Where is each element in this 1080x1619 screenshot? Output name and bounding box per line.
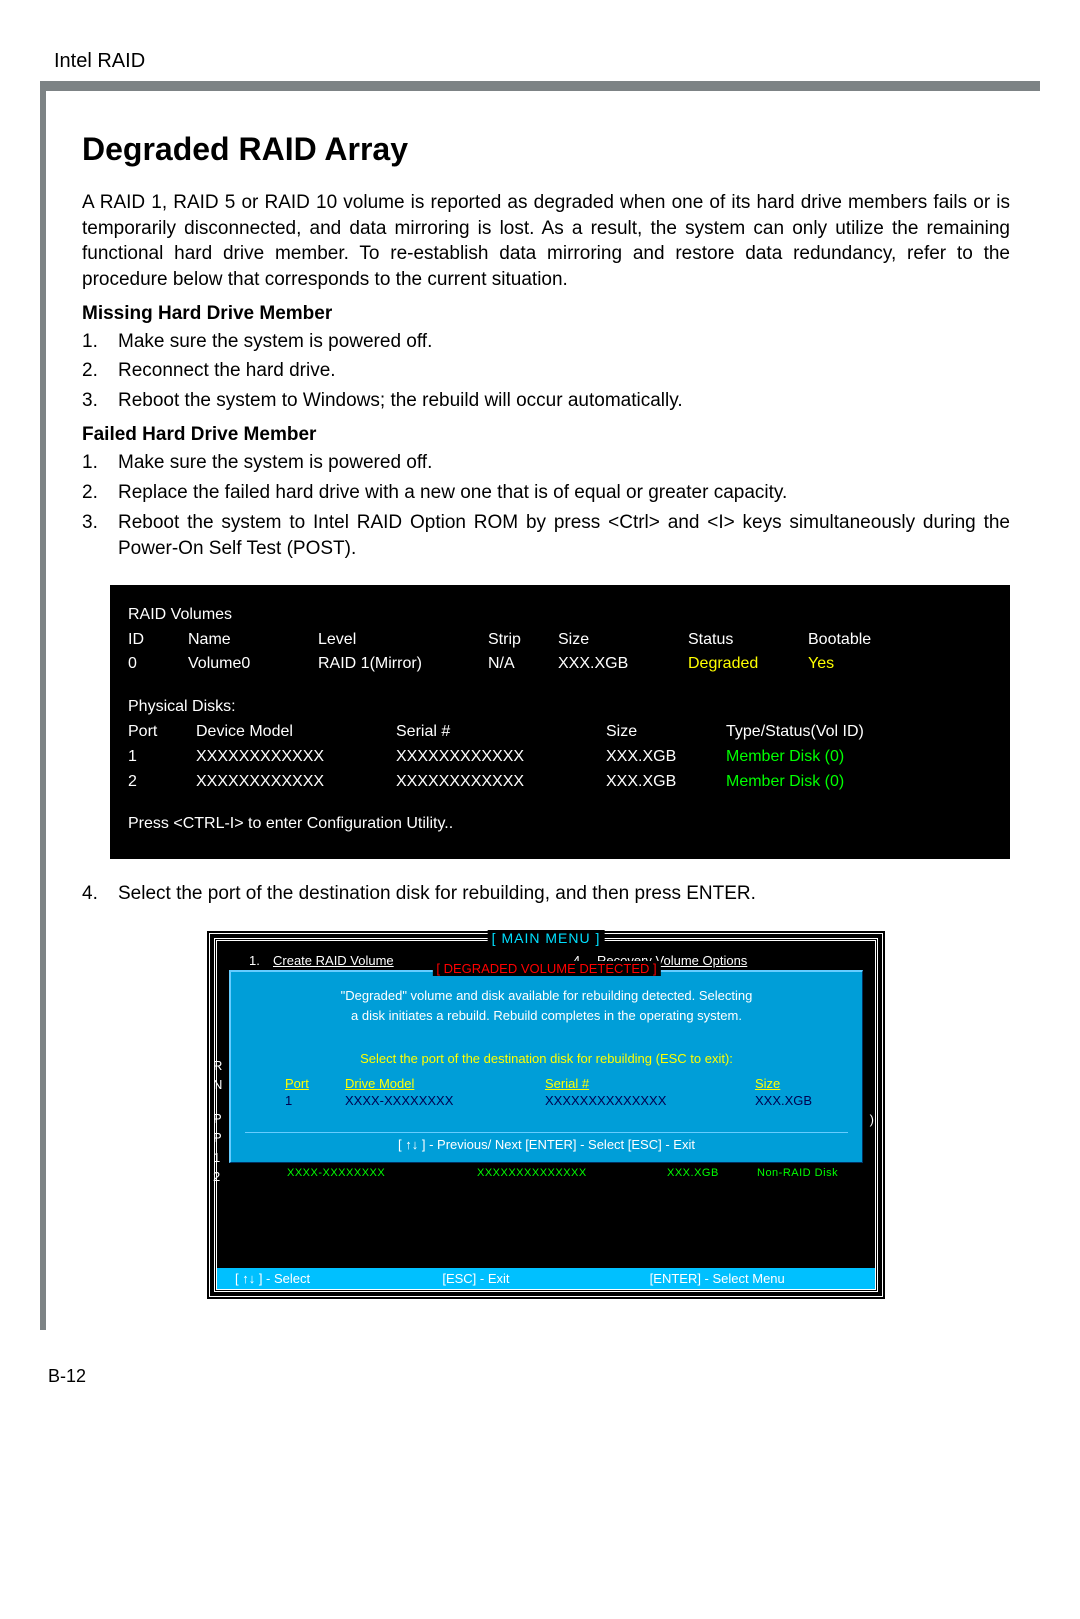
header-section-label: Intel RAID	[54, 50, 1040, 73]
missing-heading: Missing Hard Drive Member	[82, 303, 1010, 325]
disk-serial: XXXXXXXXXXXX	[396, 770, 606, 795]
th-port: Port	[285, 1076, 345, 1091]
ctrl-i-prompt: Press <CTRL-I> to enter Configuration Ut…	[128, 812, 453, 837]
col-status: Status	[688, 628, 808, 653]
panel-nav-hints: [ ↑↓ ] - Previous/ Next [ENTER] - Select…	[245, 1132, 848, 1152]
col-strip: Strip	[488, 628, 558, 653]
th-model: Drive Model	[345, 1076, 545, 1091]
vol-id: 0	[128, 652, 188, 677]
vol-status: Degraded	[688, 652, 808, 677]
col-disk-size: Size	[606, 720, 726, 745]
panel-title: [ DEGRADED VOLUME DETECTED ]	[432, 961, 660, 976]
bios-menu-screen: [ MAIN MENU ] 1. Create RAID Volume 4. R…	[206, 930, 886, 1300]
panel-instruction: Select the port of the destination disk …	[245, 1049, 848, 1070]
footer-hints-bar: [ ↑↓ ] - Select [ESC] - Exit [ENTER] - S…	[217, 1268, 875, 1289]
list-item: Reconnect the hard drive.	[82, 358, 1010, 385]
missing-steps-list: Make sure the system is powered off. Rec…	[82, 329, 1010, 415]
disk-size: XXX.XGB	[606, 770, 726, 795]
disk-type: Member Disk (0)	[726, 745, 992, 770]
page-frame: Degraded RAID Array A RAID 1, RAID 5 or …	[40, 81, 1040, 1330]
disk-size: XXX.XGB	[606, 745, 726, 770]
vol-level: RAID 1(Mirror)	[318, 652, 488, 677]
th-serial: Serial #	[545, 1076, 755, 1091]
disk-model: XXXXXXXXXXXX	[196, 745, 396, 770]
vol-strip: N/A	[488, 652, 558, 677]
bg-letters: R N P P 1 2	[213, 1056, 222, 1187]
intro-paragraph: A RAID 1, RAID 5 or RAID 10 volume is re…	[82, 190, 1010, 293]
list-item: Make sure the system is powered off.	[82, 329, 1010, 356]
list-item: Reboot the system to Intel RAID Option R…	[82, 510, 1010, 563]
col-bootable: Bootable	[808, 628, 992, 653]
row-port: 1	[285, 1093, 345, 1108]
panel-msg: "Degraded" volume and disk available for…	[245, 986, 848, 1007]
col-serial: Serial #	[396, 720, 606, 745]
col-size: Size	[558, 628, 688, 653]
list-item: Reboot the system to Windows; the rebuil…	[82, 388, 1010, 415]
col-model: Device Model	[196, 720, 396, 745]
failed-steps-list-cont: Select the port of the destination disk …	[82, 881, 1010, 908]
hint-select: [ ↑↓ ] - Select	[235, 1271, 442, 1286]
vol-size: XXX.XGB	[558, 652, 688, 677]
disk-row: 1 XXXXXXXXXXXX XXXXXXXXXXXX XXX.XGB Memb…	[128, 745, 992, 770]
vol-bootable: Yes	[808, 652, 992, 677]
th-size: Size	[755, 1076, 824, 1091]
bg-disk-row: XXXX-XXXXXXXX XXXXXXXXXXXXXX XXX.XGB Non…	[217, 1167, 875, 1183]
row-size: XXX.XGB	[755, 1093, 824, 1108]
col-port: Port	[128, 720, 196, 745]
col-id: ID	[128, 628, 188, 653]
volume-row: 0 Volume0 RAID 1(Mirror) N/A XXX.XGB Deg…	[128, 652, 992, 677]
disk-row: 2 XXXXXXXXXXXX XXXXXXXXXXXX XXX.XGB Memb…	[128, 770, 992, 795]
hint-exit: [ESC] - Exit	[442, 1271, 649, 1286]
vol-name: Volume0	[188, 652, 318, 677]
failed-heading: Failed Hard Drive Member	[82, 424, 1010, 446]
hint-enter: [ENTER] - Select Menu	[650, 1271, 857, 1286]
disk-serial: XXXXXXXXXXXX	[396, 745, 606, 770]
disk-port: 2	[128, 770, 196, 795]
menu-num: 1.	[249, 953, 273, 968]
list-item: Replace the failed hard drive with a new…	[82, 480, 1010, 507]
raid-status-screen: RAID Volumes ID Name Level Strip Size St…	[110, 585, 1010, 859]
volumes-label: RAID Volumes	[128, 603, 232, 628]
failed-steps-list: Make sure the system is powered off. Rep…	[82, 450, 1010, 562]
row-serial: XXXXXXXXXXXXXX	[545, 1093, 755, 1108]
disk-port: 1	[128, 745, 196, 770]
bg-paren: )	[870, 1112, 874, 1127]
disk-type: Member Disk (0)	[726, 770, 992, 795]
page-number: B-12	[48, 1366, 1040, 1387]
main-menu-title: [ MAIN MENU ]	[488, 930, 605, 946]
list-item: Select the port of the destination disk …	[82, 881, 1010, 908]
row-model: XXXX-XXXXXXXX	[345, 1093, 545, 1108]
col-type: Type/Status(Vol ID)	[726, 720, 992, 745]
disks-label: Physical Disks:	[128, 695, 236, 720]
list-item: Make sure the system is powered off.	[82, 450, 1010, 477]
col-name: Name	[188, 628, 318, 653]
destination-disk-row[interactable]: 1 XXXX-XXXXXXXX XXXXXXXXXXXXXX XXX.XGB	[245, 1093, 848, 1110]
disk-model: XXXXXXXXXXXX	[196, 770, 396, 795]
page-title: Degraded RAID Array	[82, 131, 1010, 168]
degraded-volume-panel: [ DEGRADED VOLUME DETECTED ] R N P P 1 2…	[229, 970, 863, 1163]
panel-msg: a disk initiates a rebuild. Rebuild comp…	[245, 1006, 848, 1027]
col-level: Level	[318, 628, 488, 653]
